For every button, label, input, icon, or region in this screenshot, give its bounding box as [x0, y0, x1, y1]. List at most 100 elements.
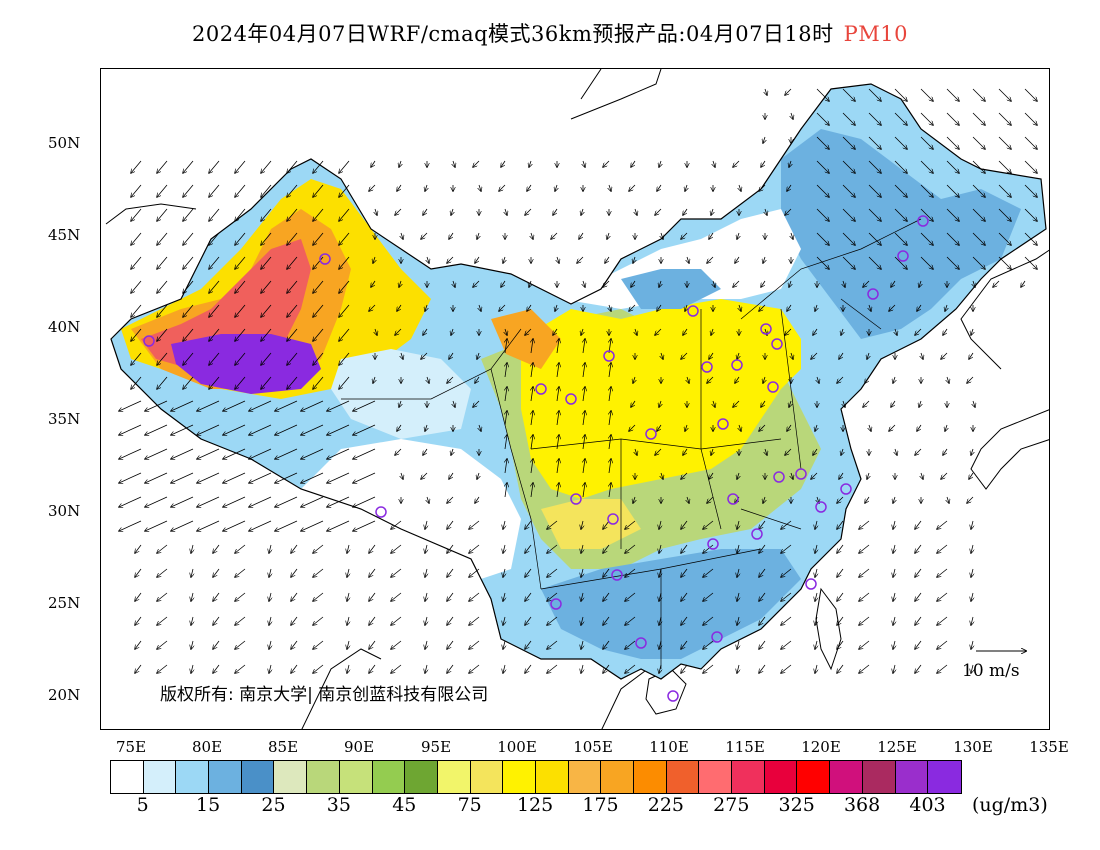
- wind-arrow: [249, 448, 272, 459]
- legend-label: 25: [261, 794, 286, 816]
- wind-arrow: [713, 400, 715, 407]
- wind-arrow: [171, 424, 194, 435]
- wind-arrow: [737, 232, 739, 239]
- wind-arrow: [659, 400, 661, 407]
- wind-arrow: [946, 232, 959, 245]
- wind-arrow: [998, 256, 1011, 269]
- wind-arrow: [837, 616, 844, 625]
- wind-arrow: [397, 424, 402, 431]
- wind-arrow: [737, 616, 739, 625]
- wind-arrow: [937, 544, 948, 553]
- wind-arrow: [816, 256, 829, 269]
- wind-arrow: [941, 472, 948, 479]
- wind-arrow: [921, 472, 923, 479]
- wind-arrow: [191, 616, 193, 625]
- wind-arrow: [557, 411, 559, 426]
- wind-arrow: [894, 136, 907, 149]
- wind-arrow: [609, 184, 611, 191]
- wind-vectors: [119, 88, 1037, 673]
- lat-label-40n: 40N: [48, 318, 81, 336]
- wind-arrow: [505, 387, 507, 402]
- lon-label-90e: 90E: [343, 738, 375, 756]
- wind-arrow: [894, 256, 907, 269]
- wind-arrow: [131, 232, 142, 245]
- wind-arrow: [603, 616, 610, 625]
- wind-arrow: [972, 88, 985, 101]
- wind-arrow: [135, 592, 142, 601]
- wind-arrow: [313, 616, 324, 625]
- wind-arrow: [629, 424, 636, 431]
- legend-swatch: [601, 761, 634, 793]
- wind-arrow: [869, 304, 871, 311]
- wind-arrow: [703, 616, 714, 625]
- legend-label: 225: [647, 794, 685, 816]
- wind-arrow: [685, 304, 687, 311]
- wind-arrow: [868, 112, 881, 125]
- wind-arrow: [1021, 280, 1026, 287]
- wind-arrow: [603, 664, 610, 673]
- wind-arrow: [631, 160, 636, 167]
- wind-arrow: [347, 568, 349, 577]
- wind-arrow: [223, 424, 246, 435]
- wind-arrow: [301, 448, 324, 459]
- wind-arrow: [553, 328, 558, 335]
- wind-arrow: [235, 160, 246, 173]
- wind-arrow: [249, 472, 272, 483]
- lat-label-25n: 25N: [48, 594, 81, 612]
- wind-arrow: [785, 208, 792, 215]
- wind-arrow: [687, 256, 689, 263]
- wind-arrow: [781, 568, 792, 577]
- lat-label-30n: 30N: [48, 502, 81, 520]
- wind-arrow: [863, 400, 870, 407]
- wind-arrow: [557, 363, 559, 378]
- wind-arrow: [525, 592, 532, 601]
- wind-arrow: [397, 304, 402, 311]
- wind-arrow: [659, 592, 661, 601]
- wind-arrow: [525, 568, 532, 577]
- wind-arrow: [915, 568, 922, 577]
- wind-arrow: [859, 544, 870, 553]
- wind-arrow: [759, 616, 766, 625]
- wind-arrow: [625, 616, 636, 625]
- wind-arrow: [919, 280, 921, 287]
- wind-arrow: [759, 544, 766, 553]
- wind-arrow: [339, 304, 350, 317]
- wind-arrow: [816, 208, 829, 221]
- wind-arrow: [581, 640, 583, 649]
- wind-arrow: [867, 472, 869, 479]
- wind-arrow: [785, 88, 792, 95]
- wind-arrow: [583, 387, 585, 402]
- legend-swatch: [241, 761, 275, 793]
- wind-arrow: [425, 520, 427, 529]
- station-markers: [143, 215, 929, 702]
- wind-arrow: [635, 328, 637, 335]
- wind-arrow: [209, 376, 220, 389]
- wind-arrow: [998, 232, 1011, 245]
- wind-arrow: [499, 304, 506, 311]
- wind-arrow: [157, 616, 168, 625]
- wind-arrow: [313, 304, 324, 317]
- wind-arrow: [157, 328, 168, 341]
- wind-arrow: [915, 520, 922, 529]
- legend-label: 125: [516, 794, 554, 816]
- wind-arrow: [157, 640, 168, 649]
- wind-arrow: [557, 339, 559, 354]
- wind-arrow: [327, 520, 350, 531]
- wind-arrow: [421, 352, 428, 359]
- wind-arrow: [733, 160, 740, 167]
- wind-arrow: [609, 363, 611, 378]
- wind-arrow: [197, 472, 220, 483]
- legend-label: 75: [457, 794, 482, 816]
- wind-arrow: [291, 568, 298, 577]
- wind-arrow: [815, 664, 817, 673]
- wind-arrow: [661, 352, 663, 359]
- wind-arrow: [301, 424, 324, 435]
- wind-arrow: [213, 640, 220, 649]
- wind-arrow: [131, 280, 142, 293]
- wind-arrow: [816, 160, 829, 173]
- wind-arrow: [269, 592, 271, 601]
- wind-arrow: [235, 208, 246, 221]
- wind-arrow: [235, 352, 246, 365]
- wind-arrow: [209, 160, 220, 173]
- wind-arrow: [815, 568, 817, 577]
